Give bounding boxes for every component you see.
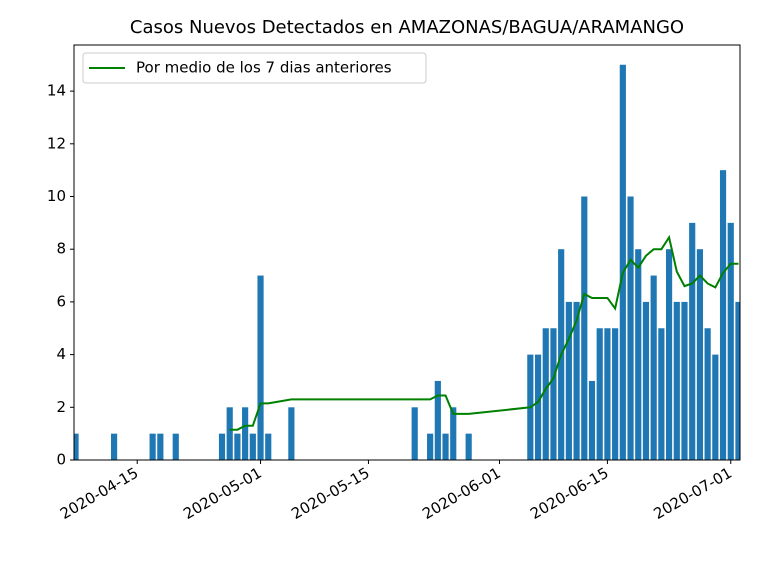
chart-title: Casos Nuevos Detectados en AMAZONAS/BAGU… (130, 17, 684, 38)
bar (74, 433, 79, 460)
y-tick-label: 12 (47, 134, 66, 152)
bar (257, 275, 264, 460)
bar (411, 407, 418, 460)
bar (565, 301, 572, 460)
bar (265, 433, 272, 460)
bar (434, 380, 441, 460)
bar (673, 301, 680, 460)
legend-box (82, 52, 427, 84)
bar (573, 301, 580, 460)
bar (427, 433, 434, 460)
bar (226, 407, 233, 460)
bar (712, 354, 719, 460)
bar (157, 433, 164, 460)
bar (727, 222, 734, 460)
bar (666, 249, 673, 460)
y-tick-label: 10 (47, 187, 66, 205)
bar (658, 328, 665, 460)
bar (242, 407, 249, 460)
bar (689, 222, 696, 460)
bar (681, 301, 688, 460)
line (229, 234, 739, 431)
bar (612, 328, 619, 460)
bar (172, 433, 179, 460)
bar (465, 433, 472, 460)
bar (234, 433, 241, 460)
bar (249, 433, 256, 460)
bar (650, 275, 657, 460)
bar (642, 301, 650, 460)
bar (542, 328, 549, 460)
bar (581, 196, 588, 460)
bar (596, 328, 603, 460)
bar (550, 328, 557, 460)
bar (588, 380, 596, 460)
y-tick-label: 6 (56, 292, 66, 310)
y-tick-label: 0 (56, 451, 66, 469)
y-tick-label: 14 (47, 82, 66, 100)
bar (735, 301, 740, 460)
bar (696, 249, 703, 460)
bar (111, 433, 118, 460)
bar (619, 64, 626, 460)
bar (288, 407, 295, 460)
bar (218, 433, 226, 460)
bar (442, 433, 449, 460)
y-tick-label: 2 (56, 398, 66, 416)
plot-area (74, 64, 740, 460)
bar (604, 328, 611, 460)
bar (635, 249, 642, 460)
bar (149, 433, 156, 460)
bar (534, 354, 542, 460)
y-tick-label: 8 (56, 240, 66, 258)
axes-frame (73, 44, 741, 461)
y-tick-label: 4 (56, 345, 66, 363)
bar (627, 196, 634, 460)
bar (719, 170, 727, 460)
bar (450, 407, 457, 460)
legend-label: Por medio de los 7 dias anteriores (136, 59, 392, 77)
bar (704, 328, 711, 460)
